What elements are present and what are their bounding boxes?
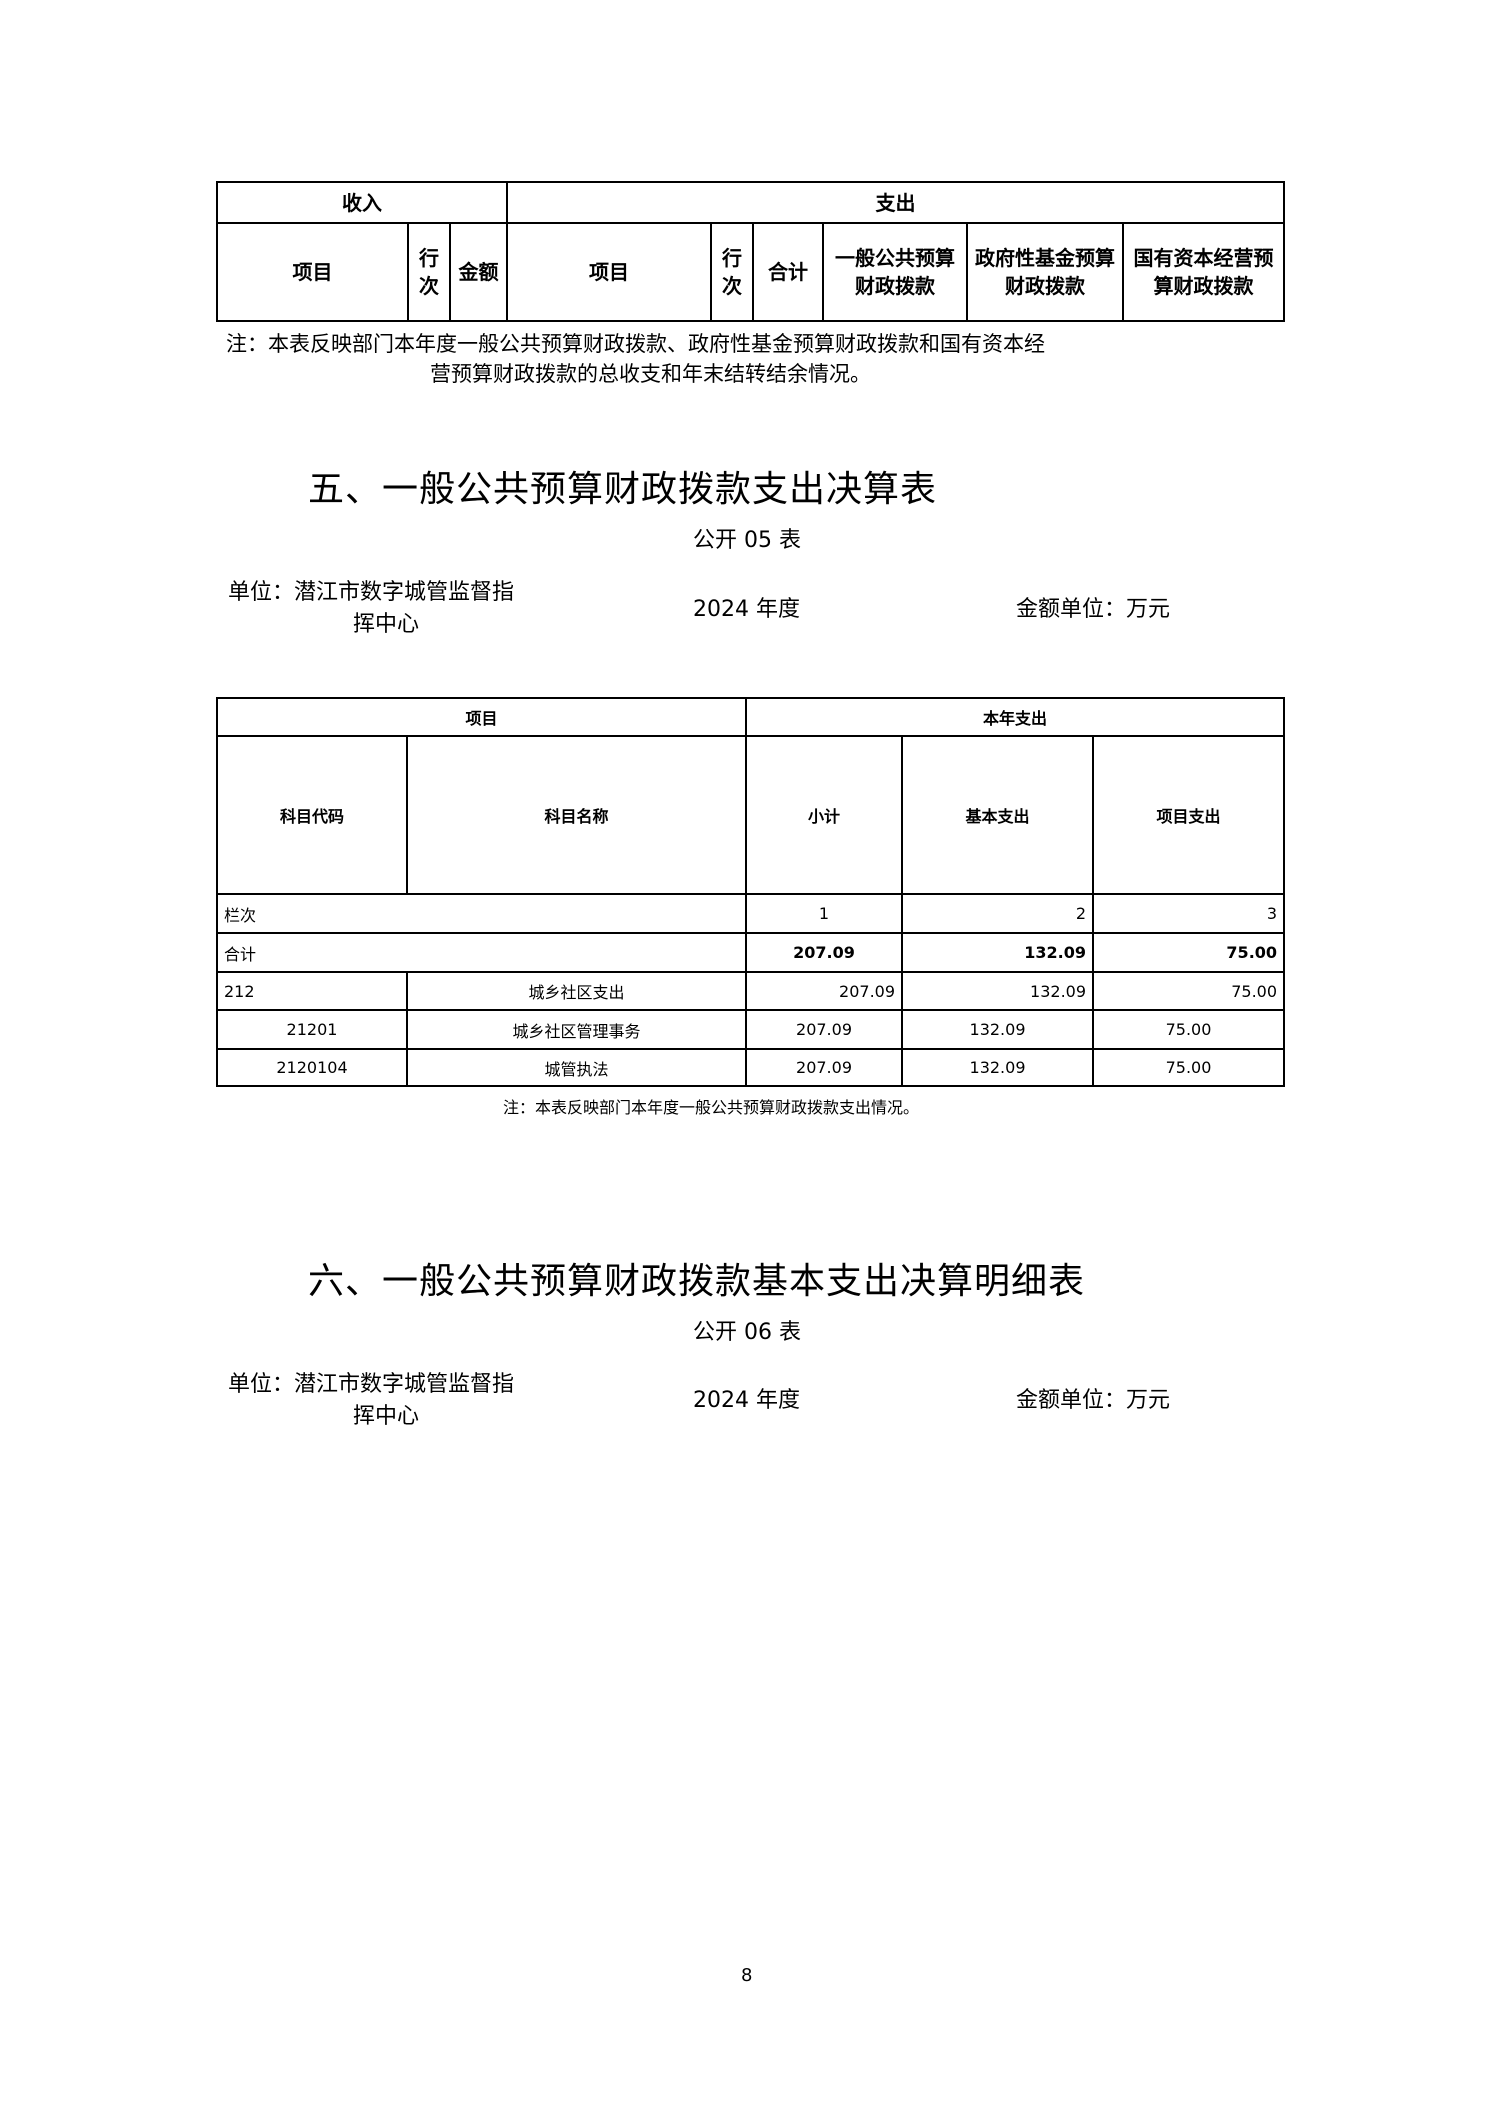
summary-table-header: 收入 支出 项目 行次 金额 项目 行次 合计 一般公共预算财政拨款 政府性基金预算财政拨款 国有… (216, 181, 1285, 322)
section6-unit: 单位：潜江市数字城管监督指 (228, 1372, 515, 1397)
section6-code: 公开 06 表 (693, 1320, 801, 1345)
row-project: 75.00 (1092, 1009, 1286, 1050)
table4-note-line1: 注：本表反映部门本年度一般公共预算财政拨款、政府性基金预算财政拨款和国有资本经 (226, 332, 1045, 356)
code-header: 科目代码 (216, 735, 408, 895)
general-budget-header: 一般公共预算财政拨款 (822, 222, 968, 322)
section5-year: 2024 年度 (693, 597, 800, 622)
section5-code: 公开 05 表 (693, 528, 801, 553)
item-header-2: 项目 (506, 222, 712, 322)
row-basic: 132.09 (901, 1048, 1095, 1087)
section5-money-unit: 金额单位：万元 (1016, 597, 1171, 622)
row-subtotal: 207.09 (745, 971, 904, 1011)
column-index-row: 栏次 1 2 3 (215, 893, 1286, 934)
total-project: 75.00 (1092, 932, 1286, 973)
expense-header: 支出 (506, 181, 1285, 224)
section5-note: 注：本表反映部门本年度一般公共预算财政拨款支出情况。 (503, 1098, 920, 1117)
row-name: 城管执法 (405, 1048, 748, 1087)
page-number: 8 (741, 1965, 753, 1986)
amount-header: 金额 (449, 222, 508, 322)
table-row: 21201 城乡社区管理事务 207.09 132.09 75.00 (216, 1009, 1286, 1050)
total-basic: 132.09 (901, 932, 1095, 973)
row-basic: 132.09 (901, 1009, 1095, 1050)
col-2: 2 (901, 893, 1095, 934)
item-header: 项目 (215, 697, 748, 737)
row-name: 城乡社区管理事务 (405, 1009, 748, 1050)
section5-unit-cont: 挥中心 (353, 612, 420, 637)
row-subtotal: 207.09 (745, 1009, 904, 1050)
row-name: 城乡社区支出 (405, 971, 748, 1011)
total-header: 合计 (752, 222, 824, 322)
row-code: 21201 (216, 1009, 408, 1050)
project-header: 项目支出 (1092, 735, 1286, 895)
row-header-2: 行次 (710, 222, 754, 322)
section6-title: 六、一般公共预算财政拨款基本支出决算明细表 (308, 1261, 1086, 1302)
item-header: 项目 (216, 222, 409, 322)
row-header: 行次 (407, 222, 451, 322)
section6-money-unit: 金额单位：万元 (1016, 1388, 1171, 1413)
total-row: 合计 207.09 132.09 75.00 (215, 932, 1286, 973)
expenditure-table: 项目 本年支出 科目代码 科目名称 小计 基本支出 项目支出 栏次 1 2 3 合计 207.09… (215, 697, 1286, 1087)
section6-unit-cont: 挥中心 (353, 1404, 420, 1429)
name-header: 科目名称 (405, 735, 748, 895)
row-project: 75.00 (1092, 971, 1286, 1011)
table-row: 2120104 城管执法 207.09 132.09 75.00 (216, 1048, 1286, 1087)
row-code: 212 (216, 971, 408, 1011)
subtotal-header: 小计 (745, 735, 904, 895)
section5-unit: 单位：潜江市数字城管监督指 (228, 580, 515, 605)
row-subtotal: 207.09 (745, 1048, 904, 1087)
year-expense-header: 本年支出 (745, 697, 1286, 737)
state-capital-header: 国有资本经营预算财政拨款 (1122, 222, 1285, 322)
income-header: 收入 (216, 181, 508, 224)
col-3: 3 (1092, 893, 1286, 934)
total-subtotal: 207.09 (745, 932, 904, 973)
basic-header: 基本支出 (901, 735, 1095, 895)
row-basic: 132.09 (901, 971, 1095, 1011)
row-project: 75.00 (1092, 1048, 1286, 1087)
col-label: 栏次 (215, 893, 748, 934)
total-label: 合计 (215, 932, 748, 973)
col-1: 1 (745, 893, 904, 934)
section5-title: 五、一般公共预算财政拨款支出决算表 (308, 469, 938, 510)
gov-fund-header: 政府性基金预算财政拨款 (966, 222, 1124, 322)
section6-year: 2024 年度 (693, 1388, 800, 1413)
table4-note-line2: 营预算财政拨款的总收支和年末结转结余情况。 (430, 362, 871, 386)
table-row: 212 城乡社区支出 207.09 132.09 75.00 (216, 971, 1286, 1011)
row-code: 2120104 (216, 1048, 408, 1087)
